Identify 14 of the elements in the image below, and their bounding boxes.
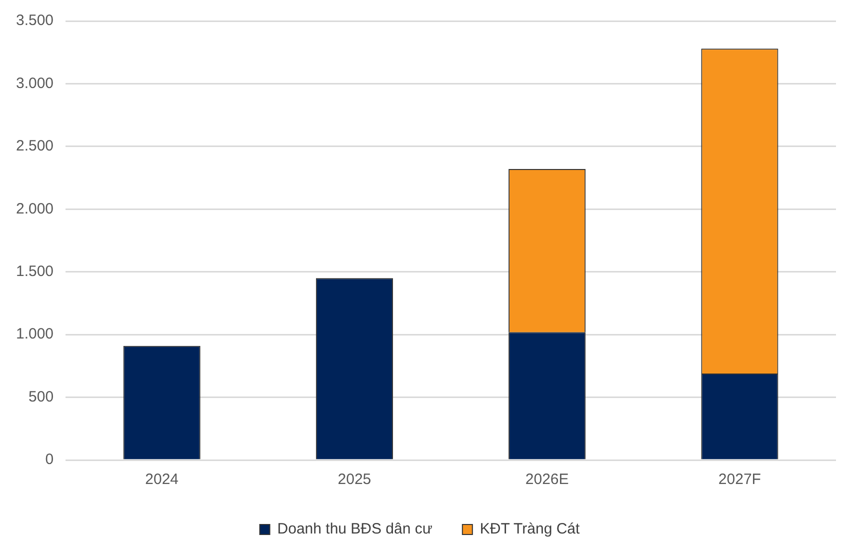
x-tick-label: 2027F xyxy=(718,471,761,488)
y-tick-label: 3.500 xyxy=(16,12,54,30)
y-tick-label: 500 xyxy=(28,388,54,406)
y-tick-label: 1.500 xyxy=(16,263,54,280)
y-tick-label: 3.000 xyxy=(16,74,54,92)
x-tick-label: 2026E xyxy=(525,471,569,488)
y-tick-label: 2.000 xyxy=(16,200,54,218)
legend-label: Doanh thu BĐS dân cư xyxy=(277,520,432,538)
y-tick-label: 2.500 xyxy=(16,138,54,155)
x-tick-label: 2024 xyxy=(145,471,179,488)
y-tick-label: 0 xyxy=(45,451,54,468)
y-tick-label: 1.000 xyxy=(16,326,54,343)
x-tick-label: 2025 xyxy=(338,471,372,488)
legend-label: KĐT Tràng Cát xyxy=(480,520,581,538)
